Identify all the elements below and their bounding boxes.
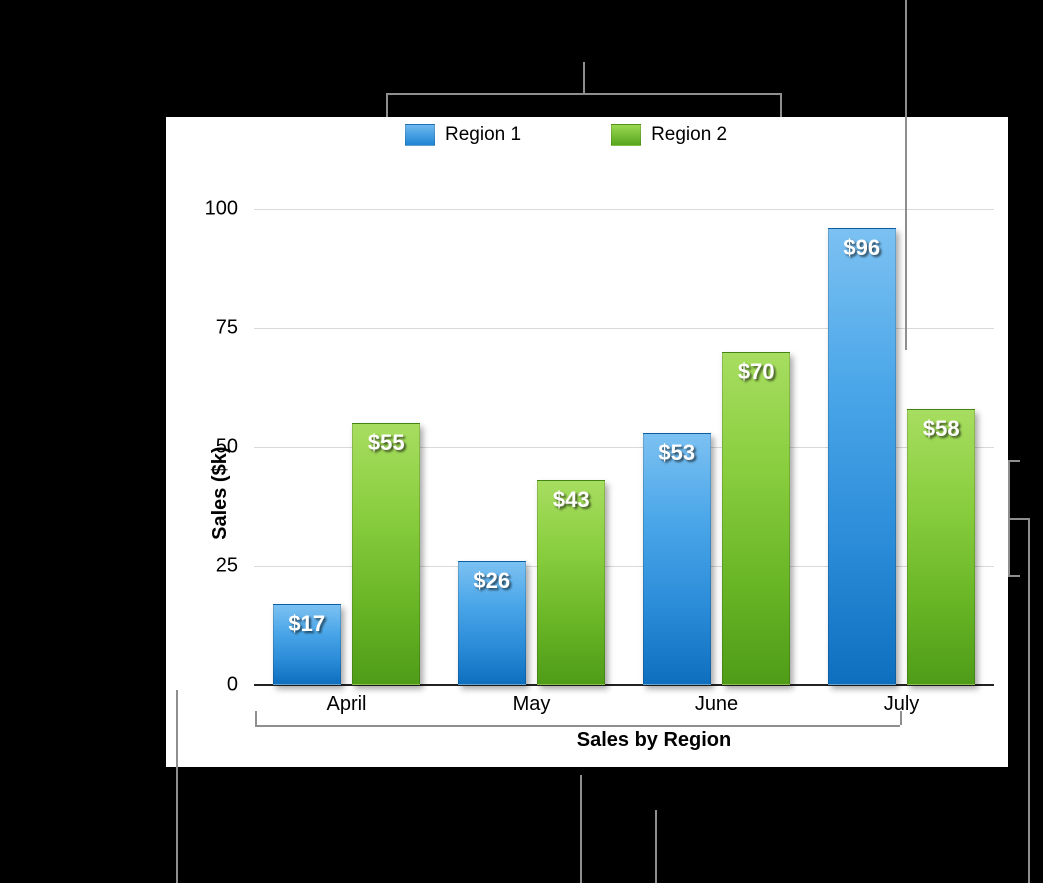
- callout-line: [386, 93, 780, 95]
- bar-value-label: $96: [829, 235, 895, 261]
- legend-item: Region 2: [611, 124, 727, 146]
- callout-line: [255, 711, 257, 725]
- callout-line: [255, 725, 900, 727]
- bar-region-1-may: $26: [458, 561, 526, 685]
- callout-line: [583, 62, 585, 93]
- callout-line: [780, 93, 782, 117]
- callout-line: [580, 775, 582, 883]
- x-tick-label: April: [326, 693, 366, 716]
- legend-label: Region 2: [651, 124, 727, 146]
- callout-line: [1028, 518, 1030, 883]
- bar-value-label: $26: [459, 568, 525, 594]
- bar-region-2-july: $58: [907, 409, 975, 685]
- y-tick-label: 75: [216, 316, 238, 339]
- bar-region-2-june: $70: [722, 352, 790, 685]
- legend-item: Region 1: [405, 124, 521, 146]
- callout-line: [655, 810, 657, 883]
- callout-line: [1008, 518, 1028, 520]
- bar-value-label: $43: [538, 487, 604, 513]
- legend-swatch: [405, 124, 435, 146]
- callout-line: [176, 690, 178, 883]
- x-axis-title: Sales by Region: [577, 729, 732, 752]
- bar-value-label: $58: [908, 416, 974, 442]
- y-axis-title: Sales ($k): [209, 447, 232, 540]
- bar-region-1-june: $53: [643, 433, 711, 685]
- bar-region-2-april: $55: [352, 423, 420, 685]
- y-tick-label: 100: [205, 197, 238, 220]
- bar-region-1-april: $17: [273, 604, 341, 685]
- bar-region-1-july: $96: [828, 228, 896, 685]
- callout-line: [900, 711, 902, 725]
- bar-value-label: $53: [644, 440, 710, 466]
- x-tick-label: May: [513, 693, 551, 716]
- legend: Region 1 Region 2: [405, 124, 727, 146]
- y-tick-label: 0: [227, 674, 238, 697]
- x-tick-label: June: [695, 693, 738, 716]
- callout-line: [386, 93, 388, 117]
- bar-value-label: $70: [723, 359, 789, 385]
- legend-swatch: [611, 124, 641, 146]
- bar-value-label: $17: [274, 611, 340, 637]
- gridline: [254, 209, 994, 210]
- callout-line: [905, 0, 907, 350]
- callout-line: [1008, 460, 1020, 462]
- callout-line: [1008, 575, 1020, 577]
- legend-label: Region 1: [445, 124, 521, 146]
- y-tick-label: 25: [216, 554, 238, 577]
- plot-area: 0255075100$17$55April$26$43May$53$70June…: [254, 185, 994, 685]
- bar-value-label: $55: [353, 430, 419, 456]
- bar-region-2-may: $43: [537, 480, 605, 685]
- chart-panel: Region 1Region 2 0255075100$17$55April$2…: [166, 117, 1008, 767]
